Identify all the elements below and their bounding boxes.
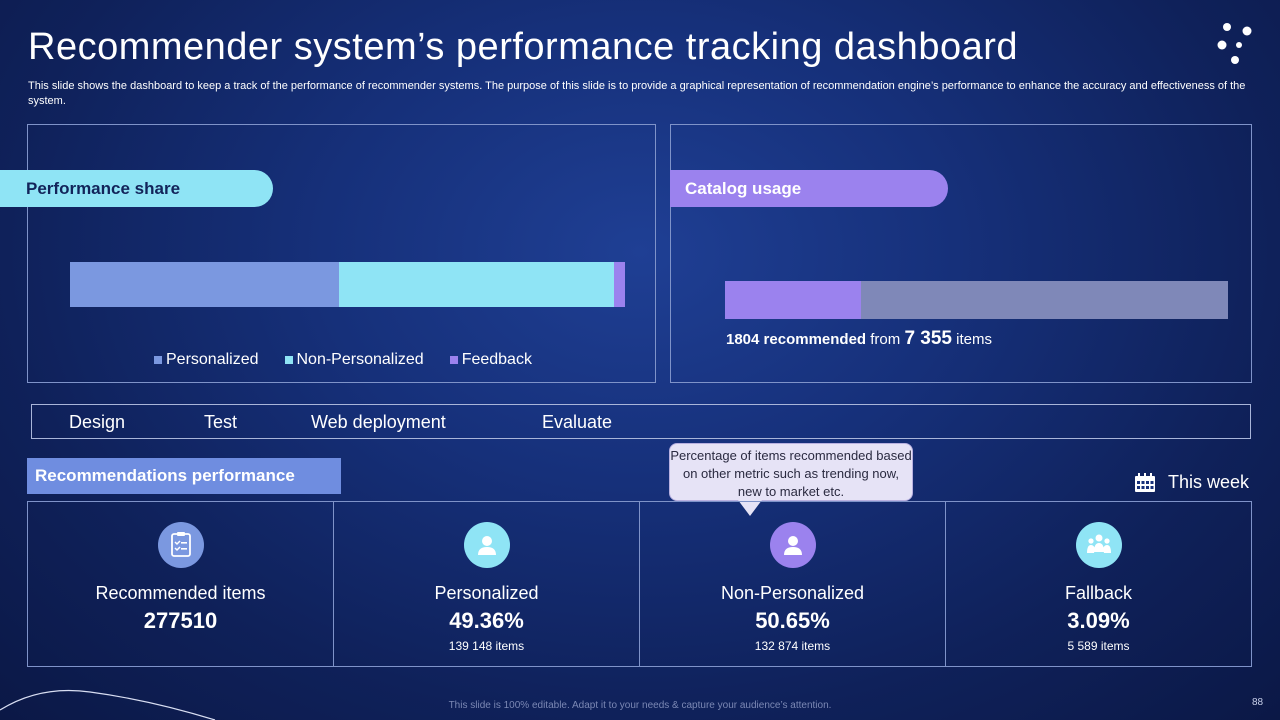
period-selector[interactable]: This week bbox=[1134, 472, 1249, 493]
performance-share-panel bbox=[27, 124, 656, 383]
catalog-usage-panel bbox=[670, 124, 1252, 383]
performance-share-header: Performance share bbox=[0, 170, 273, 207]
user-icon bbox=[477, 536, 496, 555]
tooltip-tail bbox=[738, 500, 762, 516]
metric-tooltip: Percentage of items recommended based on… bbox=[669, 443, 913, 501]
calendar-icon bbox=[1135, 472, 1155, 492]
legend-label: Non-Personalized bbox=[296, 351, 424, 368]
metric-value: 3.09% bbox=[1067, 608, 1130, 633]
catalog-items-label: items bbox=[956, 331, 992, 348]
metric-icon-circle bbox=[1075, 522, 1122, 568]
phase-web-deployment: Web deployment bbox=[311, 412, 446, 432]
performance-share-bar bbox=[70, 262, 625, 307]
footer-note: This slide is 100% editable. Adapt it to… bbox=[448, 700, 832, 711]
metric-label: Recommended items bbox=[95, 583, 266, 603]
metric-label: Non-Personalized bbox=[720, 583, 865, 603]
metric-label: Personalized bbox=[434, 583, 539, 603]
legend-swatch bbox=[284, 356, 293, 364]
metric-icon-circle bbox=[463, 522, 510, 568]
metric-non-personalized: Non-Personalized 50.65% 132 874 items bbox=[639, 502, 945, 666]
legend-label: Feedback bbox=[461, 351, 532, 368]
metric-icon-circle bbox=[157, 522, 204, 568]
metric-sub: 5 589 items bbox=[1067, 639, 1130, 653]
page-number: 88 bbox=[1252, 697, 1264, 708]
legend-swatch bbox=[449, 356, 458, 364]
catalog-recommended-count: 1804 bbox=[726, 331, 760, 348]
decorative-swoosh bbox=[0, 689, 216, 720]
bar-segment-feedback bbox=[614, 262, 625, 307]
metric-recommended-items: Recommended items 277510 bbox=[28, 502, 333, 666]
metrics-row: Recommended items 277510 Personalized 49… bbox=[27, 501, 1252, 667]
catalog-usage-bar bbox=[725, 281, 1228, 319]
legend-item-personalized: Personalized bbox=[154, 351, 259, 369]
legend-item-non-personalized: Non-Personalized bbox=[284, 351, 424, 369]
catalog-usage-fill bbox=[725, 281, 861, 319]
catalog-usage-text: 1804 recommended from 7 355 items bbox=[726, 328, 992, 350]
metric-personalized: Personalized 49.36% 139 148 items bbox=[333, 502, 639, 666]
recommendations-header: Recommendations performance bbox=[27, 458, 341, 494]
page-title: Recommender system’s performance trackin… bbox=[28, 26, 1019, 68]
legend-label: Personalized bbox=[166, 351, 259, 368]
metric-icon-circle bbox=[769, 522, 816, 568]
catalog-total-count: 7 355 bbox=[904, 328, 952, 349]
catalog-from-label: from bbox=[870, 331, 901, 348]
metric-value: 49.36% bbox=[449, 608, 524, 633]
metric-label: Fallback bbox=[1064, 583, 1133, 603]
group-icon bbox=[1086, 534, 1111, 553]
metric-value: 50.65% bbox=[755, 608, 830, 633]
performance-share-legend: Personalized Non-Personalized Feedback bbox=[154, 351, 532, 369]
phase-design: Design bbox=[69, 412, 126, 432]
metric-value: 277510 bbox=[143, 608, 218, 633]
metric-fallback: Fallback 3.09% 5 589 items bbox=[945, 502, 1251, 666]
phase-evaluate: Evaluate bbox=[542, 412, 613, 432]
bar-segment-personalized bbox=[70, 262, 339, 307]
catalog-usage-header: Catalog usage bbox=[670, 170, 948, 207]
checklist-icon bbox=[170, 532, 191, 557]
period-label: This week bbox=[1168, 472, 1250, 492]
legend-item-feedback: Feedback bbox=[449, 351, 532, 369]
phase-test: Test bbox=[204, 412, 238, 432]
page-subtitle: This slide shows the dashboard to keep a… bbox=[28, 80, 1246, 107]
metric-sub: 139 148 items bbox=[448, 639, 525, 653]
metric-sub: 132 874 items bbox=[754, 639, 831, 653]
legend-swatch bbox=[154, 356, 162, 364]
dots-logo-icon bbox=[1217, 23, 1252, 64]
bar-segment-non-personalized bbox=[338, 262, 615, 307]
catalog-recommended-label: recommended bbox=[763, 331, 867, 348]
phase-bar: Design Test Web deployment Evaluate bbox=[31, 404, 1251, 439]
user-icon bbox=[783, 536, 802, 555]
